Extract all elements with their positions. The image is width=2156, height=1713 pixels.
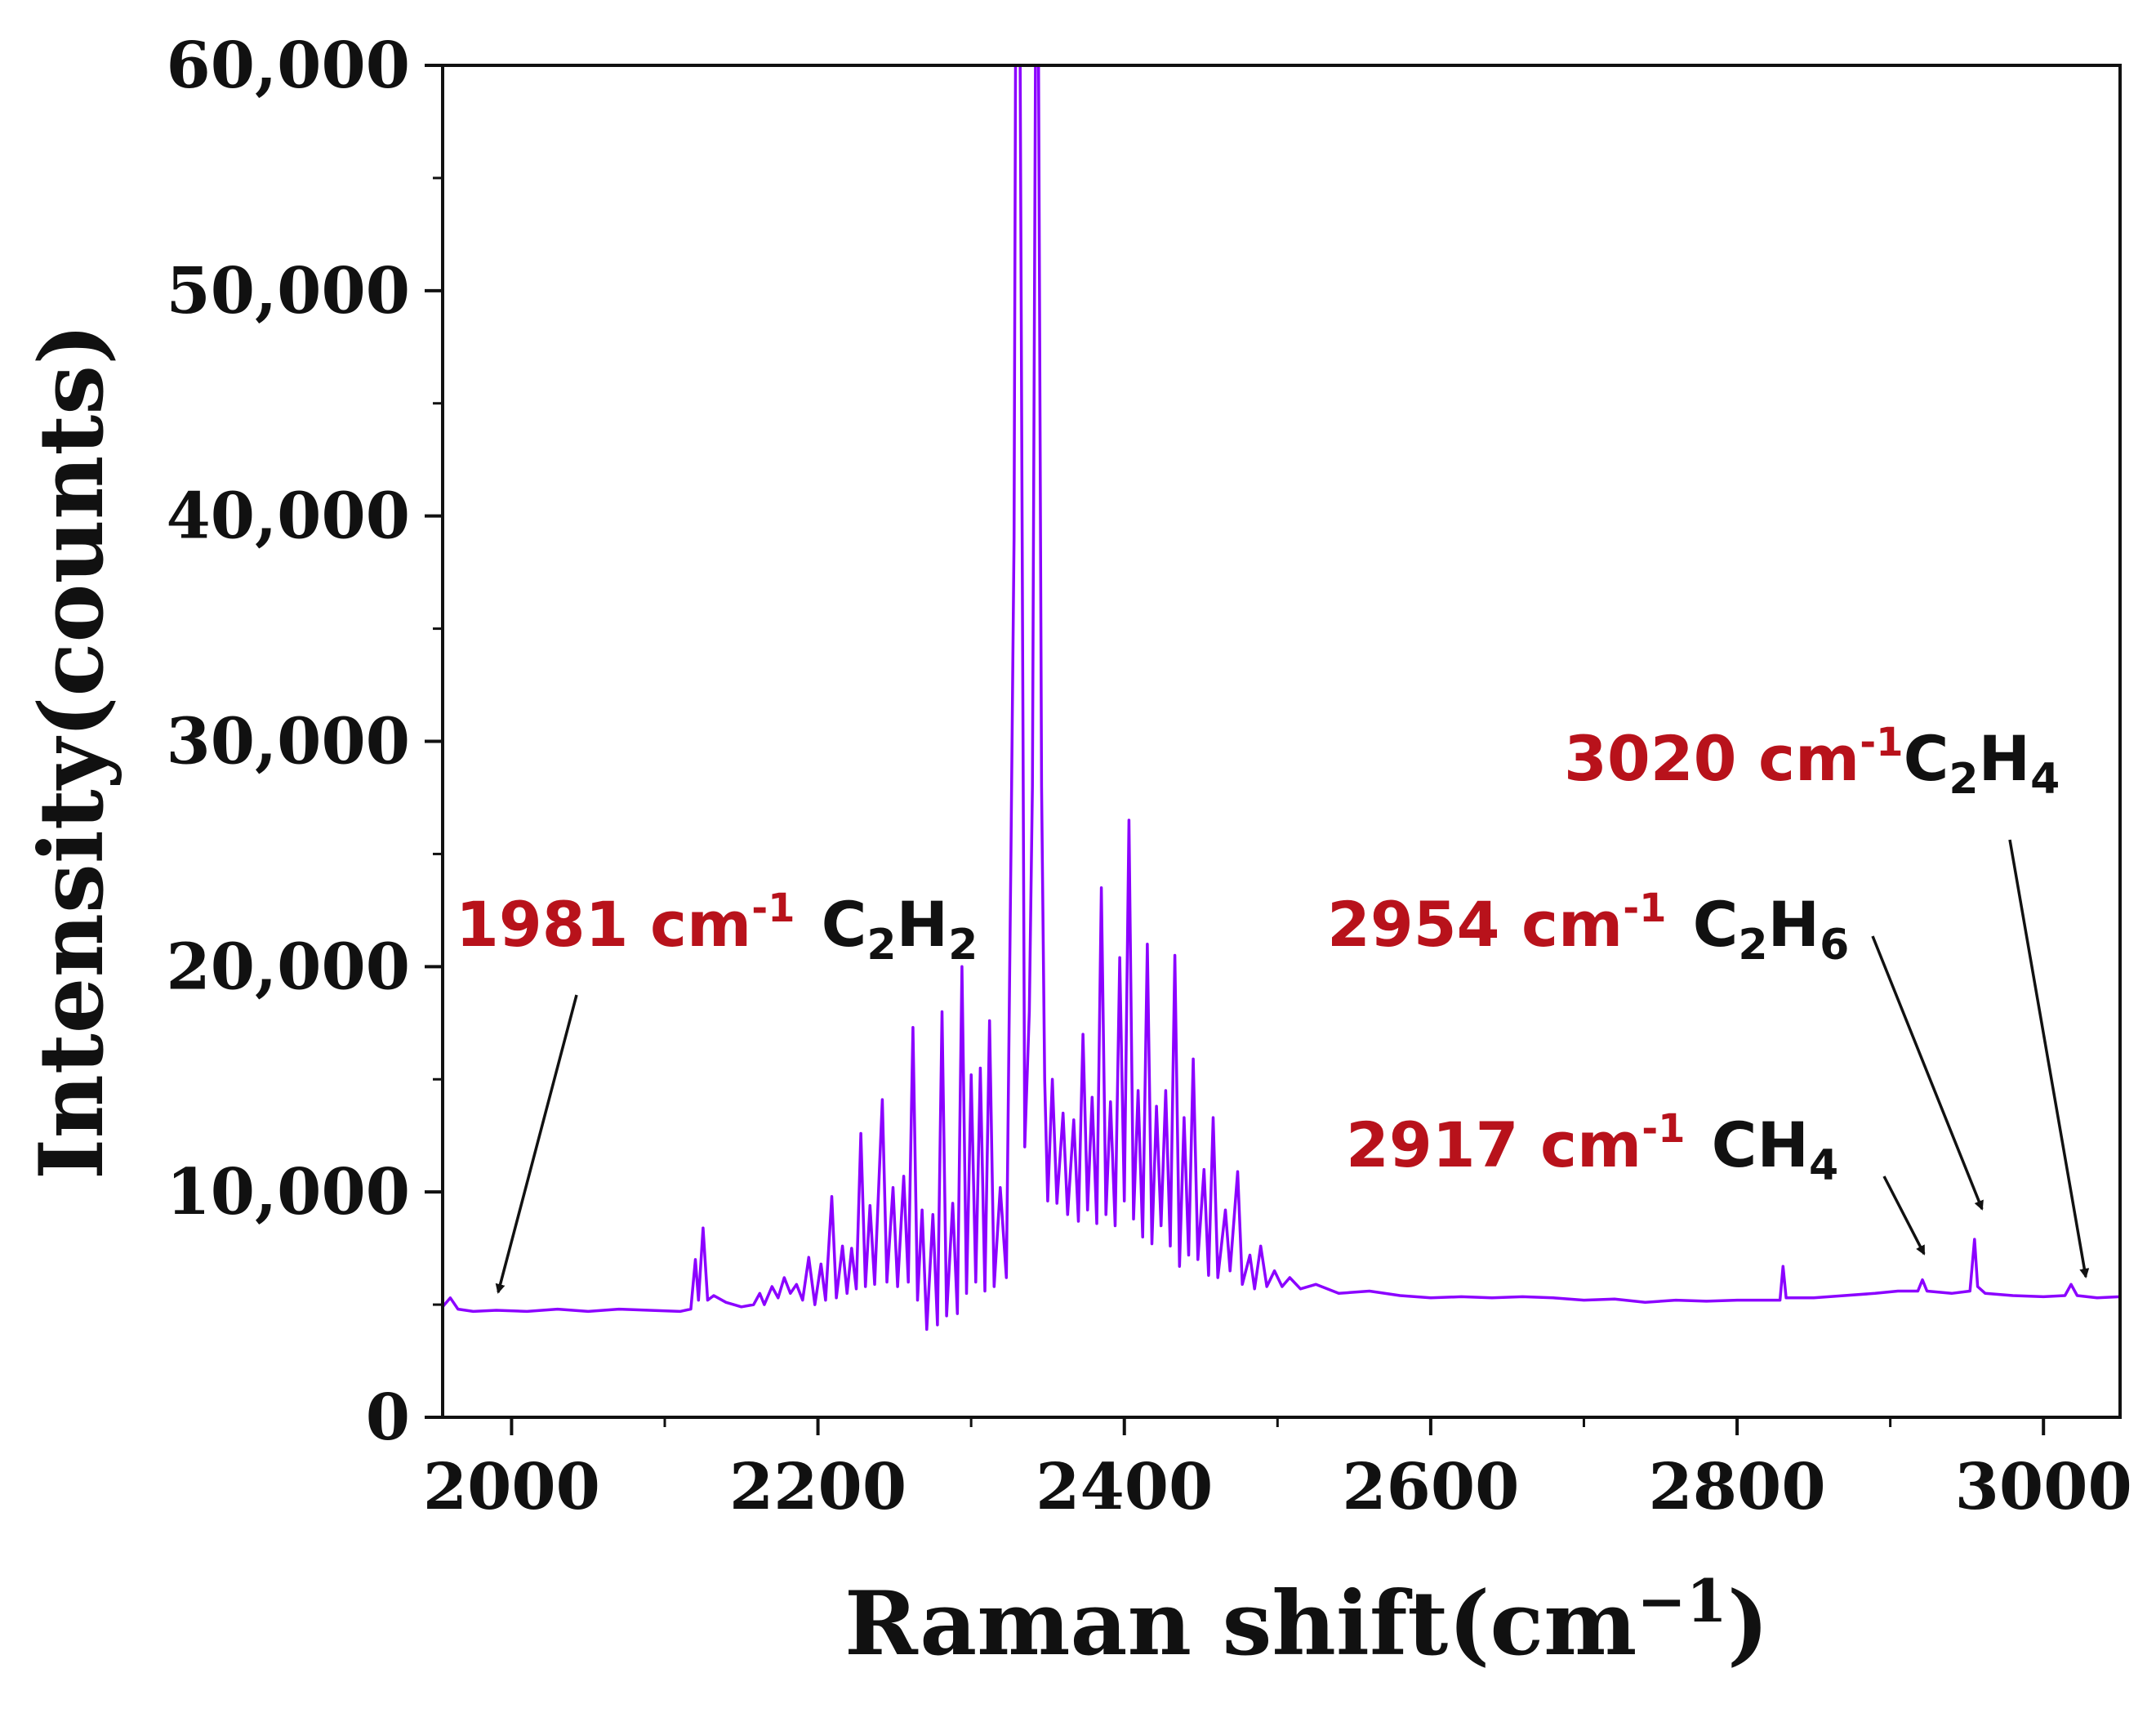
y-tick-label: 10,000: [166, 1155, 410, 1229]
annotation-c2h2: 1981 cm-1 C2H2: [456, 885, 978, 1294]
plot-frame: [441, 64, 2122, 1419]
y-tick-label: 30,000: [166, 705, 410, 779]
x-axis-ticks: 2000 2200 2400 2600 2800 3000: [423, 1417, 2132, 1524]
y-axis-ticks: 0 10,000 20,000 30,000 40,000 50,000 60,000: [166, 29, 443, 1455]
x-tick-label: 3000: [1955, 1450, 2132, 1524]
y-tick-label: 50,000: [166, 254, 410, 328]
x-axis-title: Raman shift(cm−1): [844, 1566, 1769, 1675]
x-tick-label: 2600: [1342, 1450, 1519, 1524]
annotation-c2h4: 3020 cm-1C2H4: [1564, 720, 2090, 1278]
arrow-ch4: [1882, 1175, 1926, 1256]
x-tick-label: 2800: [1649, 1450, 1826, 1524]
annotation-ch4: 2917 cm-1 CH4: [1346, 1106, 1926, 1256]
spectrum-line: [441, 64, 2121, 1332]
y-tick-label: 60,000: [166, 29, 410, 103]
arrow-c2h6: [1871, 935, 1984, 1211]
arrow-c2h2: [495, 994, 578, 1294]
svg-text:3020 cm-1C2H4: 3020 cm-1C2H4: [1564, 720, 2060, 804]
y-tick-label: 40,000: [166, 480, 410, 554]
y-tick-label: 20,000: [166, 930, 410, 1004]
arrow-c2h4: [2008, 839, 2090, 1278]
annotation-c2h6: 2954 cm-1 C2H6: [1327, 885, 1984, 1211]
x-tick-label: 2400: [1036, 1450, 1213, 1524]
x-tick-label: 2000: [423, 1450, 600, 1524]
y-axis-title: Intensity(counts): [20, 323, 123, 1180]
y-tick-label: 0: [366, 1381, 410, 1455]
x-tick-label: 2200: [729, 1450, 906, 1524]
